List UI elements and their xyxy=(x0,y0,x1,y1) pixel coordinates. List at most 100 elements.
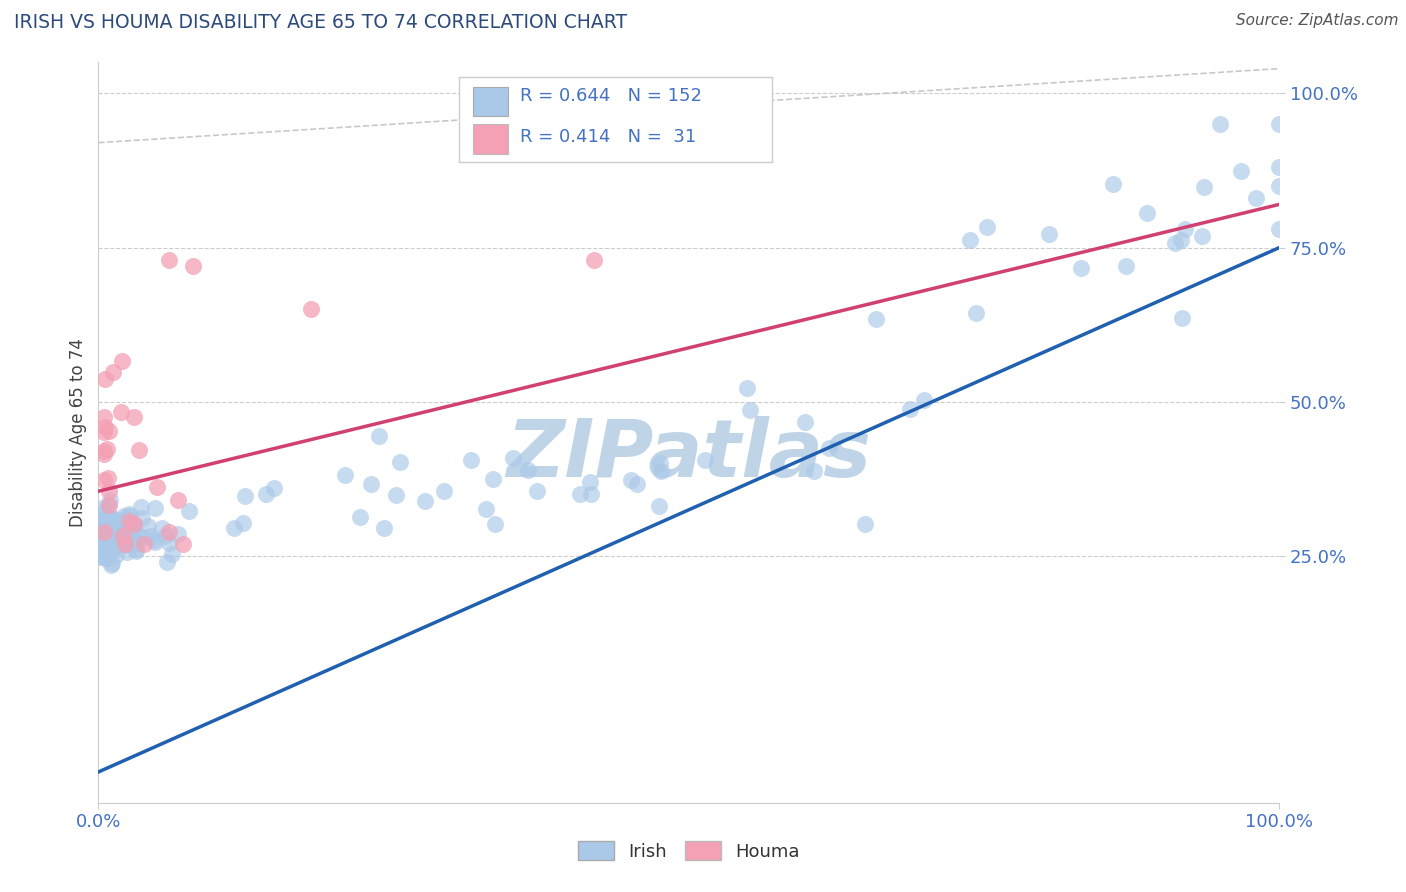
Point xyxy=(232,516,254,531)
Point xyxy=(97,516,120,530)
Point xyxy=(177,504,200,518)
Point xyxy=(111,529,134,543)
Point xyxy=(118,508,141,522)
Point xyxy=(157,252,180,267)
Point xyxy=(1115,259,1137,273)
Point xyxy=(1136,206,1159,220)
Point xyxy=(415,494,437,508)
Point xyxy=(118,514,141,528)
Point xyxy=(94,551,117,566)
Point xyxy=(912,392,935,407)
Point xyxy=(1244,191,1267,205)
Point xyxy=(104,528,127,542)
Point xyxy=(122,533,145,548)
Point xyxy=(89,532,111,546)
Point xyxy=(96,550,118,565)
Legend: Irish, Houma: Irish, Houma xyxy=(571,834,807,868)
Point xyxy=(482,472,505,486)
Point xyxy=(146,480,169,494)
Point xyxy=(474,501,496,516)
Point xyxy=(976,220,998,235)
Point xyxy=(120,523,142,537)
Point xyxy=(122,410,145,425)
Point xyxy=(648,500,671,514)
Point xyxy=(110,405,132,419)
Point xyxy=(1230,164,1253,178)
Point xyxy=(385,488,408,502)
Point xyxy=(93,505,115,519)
Text: ZIPatlas: ZIPatlas xyxy=(506,416,872,494)
Point xyxy=(103,534,125,549)
Point xyxy=(101,532,124,546)
Point xyxy=(93,546,115,560)
Point xyxy=(114,538,136,552)
Point xyxy=(107,517,129,532)
Point xyxy=(526,484,548,499)
Point xyxy=(117,520,139,534)
Point xyxy=(97,499,120,513)
Point xyxy=(96,551,118,566)
Point xyxy=(103,518,125,533)
Point xyxy=(735,381,758,395)
Point xyxy=(101,540,124,554)
Point xyxy=(96,541,118,555)
Point xyxy=(136,518,159,533)
Point xyxy=(160,547,183,561)
Point xyxy=(93,447,115,461)
Point xyxy=(100,544,122,558)
Point xyxy=(818,441,841,455)
Y-axis label: Disability Age 65 to 74: Disability Age 65 to 74 xyxy=(69,338,87,527)
Point xyxy=(89,514,111,528)
Point xyxy=(101,528,124,542)
Point xyxy=(125,528,148,542)
Point xyxy=(389,455,412,469)
Point xyxy=(91,520,114,534)
Point xyxy=(131,500,153,515)
Point xyxy=(793,416,815,430)
Point xyxy=(222,521,245,535)
Point xyxy=(89,549,111,564)
Point xyxy=(89,513,111,527)
Point xyxy=(373,521,395,535)
Point xyxy=(122,518,145,533)
Point xyxy=(143,534,166,549)
Point xyxy=(93,541,115,555)
Point xyxy=(100,510,122,524)
Point xyxy=(98,537,121,551)
Point xyxy=(1192,180,1215,194)
Point xyxy=(112,520,135,534)
Point xyxy=(125,534,148,549)
Point xyxy=(104,535,127,549)
Point xyxy=(93,473,115,487)
Point xyxy=(648,456,671,470)
Point xyxy=(108,532,131,546)
Point xyxy=(97,424,120,438)
Point xyxy=(103,524,125,539)
Point xyxy=(97,484,120,499)
Point xyxy=(1209,117,1232,131)
Point xyxy=(1070,261,1092,276)
Point xyxy=(150,521,173,535)
Point xyxy=(157,524,180,539)
Point xyxy=(1170,310,1192,325)
Point xyxy=(233,490,256,504)
Point xyxy=(103,516,125,531)
Point xyxy=(100,558,122,572)
Point xyxy=(502,451,524,466)
Point xyxy=(103,512,125,526)
Point xyxy=(579,475,602,489)
Point xyxy=(96,533,118,547)
Point xyxy=(122,517,145,532)
Point xyxy=(96,442,118,456)
Point xyxy=(90,500,112,515)
Point xyxy=(114,513,136,527)
Point xyxy=(695,453,717,467)
Point xyxy=(111,353,134,368)
Point xyxy=(98,492,121,507)
Point xyxy=(1268,178,1291,193)
Point xyxy=(122,536,145,550)
Point xyxy=(1101,178,1123,192)
Point xyxy=(299,302,322,317)
Point xyxy=(89,516,111,531)
Point xyxy=(104,540,127,554)
